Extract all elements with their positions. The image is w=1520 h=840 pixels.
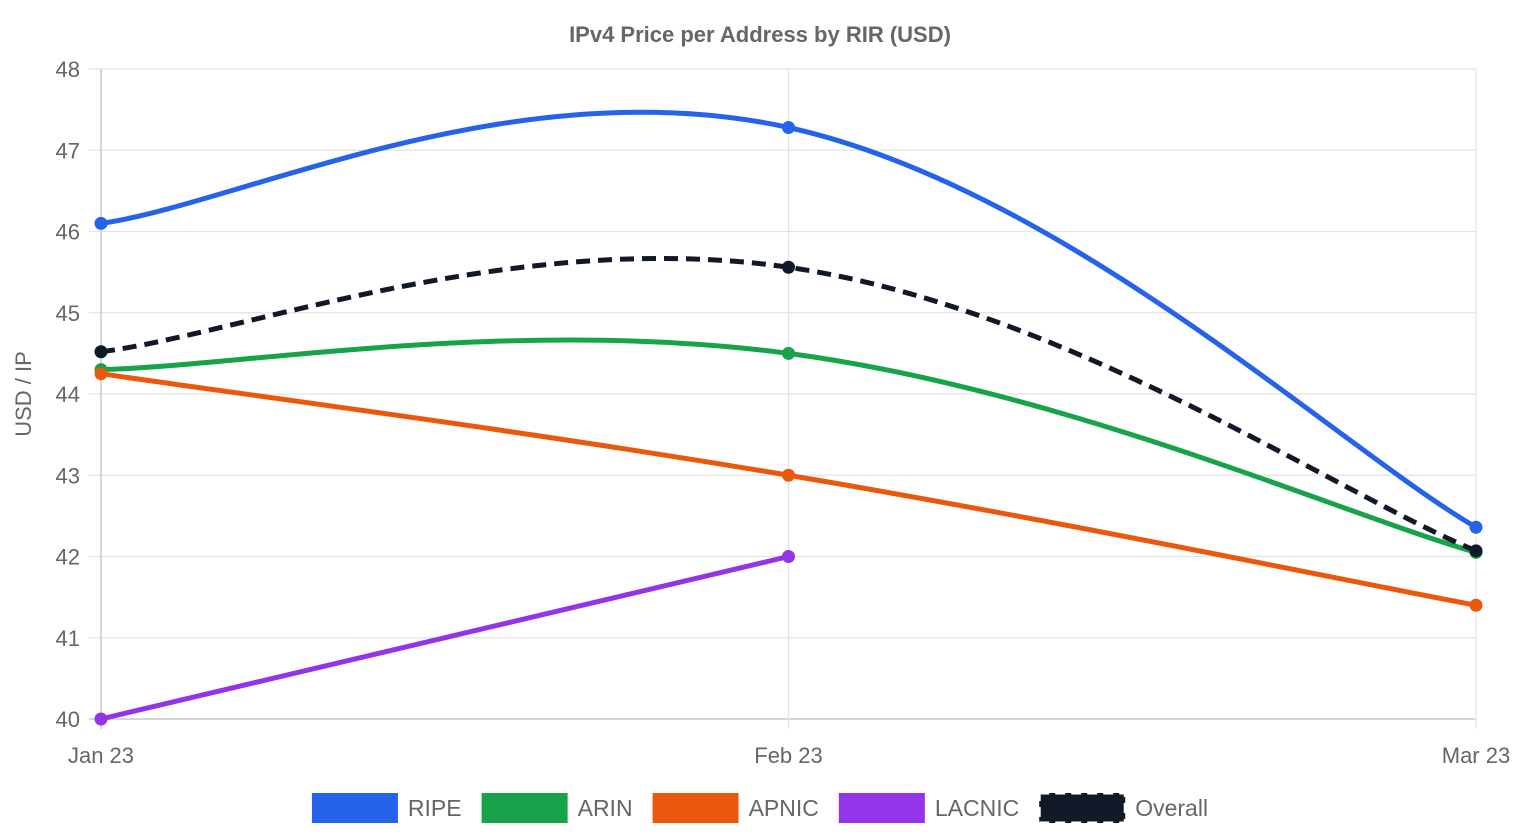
data-point-ripe	[94, 216, 108, 230]
series-lacnic	[94, 550, 795, 726]
data-point-apnic	[782, 468, 795, 482]
series-overall	[94, 255, 1483, 558]
y-tick-label: 48	[56, 57, 80, 82]
series-line-lacnic	[100, 554, 790, 722]
data-point-apnic	[94, 367, 108, 381]
data-point-overall	[1469, 544, 1483, 558]
legend-swatch-ripe	[311, 793, 398, 823]
data-point-ripe	[1469, 520, 1483, 534]
y-tick-label: 43	[56, 463, 80, 488]
data-point-arin	[782, 346, 795, 360]
y-tick-label: 40	[56, 707, 80, 732]
y-tick-label: 44	[56, 382, 80, 407]
legend-swatch-arin	[481, 793, 568, 823]
y-tick-label: 46	[56, 220, 80, 245]
data-point-overall	[94, 345, 108, 359]
legend-label-apnic: APNIC	[749, 795, 819, 821]
y-tick-label: 41	[56, 626, 80, 651]
legend-label-overall: Overall	[1135, 795, 1208, 821]
legend-item-apnic: APNIC	[652, 793, 819, 823]
legend-swatch-lacnic	[838, 793, 925, 823]
data-point-lacnic	[782, 550, 795, 563]
y-tick-label: 45	[56, 301, 80, 326]
chart-title: IPv4 Price per Address by RIR (USD)	[569, 22, 951, 47]
data-point-lacnic	[94, 712, 108, 726]
legend-label-lacnic: LACNIC	[935, 795, 1019, 821]
series-apnic	[94, 367, 1483, 612]
legend: RIPE ARIN APNIC LACNIC Overall	[311, 791, 1208, 825]
legend-swatch-overall	[1037, 791, 1127, 825]
y-axis-label: USD / IP	[11, 351, 36, 437]
legend-item-lacnic: LACNIC	[838, 793, 1019, 823]
legend-item-overall: Overall	[1037, 791, 1208, 825]
series-line-overall	[100, 255, 1477, 554]
legend-swatch-apnic	[652, 793, 739, 823]
grid	[89, 68, 1477, 729]
x-tick-label: Jan 23	[68, 743, 134, 768]
legend-item-ripe: RIPE	[311, 793, 462, 823]
legend-label-arin: ARIN	[578, 795, 633, 821]
data-point-ripe	[782, 121, 795, 134]
y-tick-label: 47	[56, 138, 80, 163]
y-tick-label: 42	[56, 545, 80, 570]
data-point-apnic	[1469, 598, 1483, 612]
legend-label-ripe: RIPE	[408, 795, 462, 821]
x-tick-label: Mar 23	[1442, 743, 1510, 768]
series	[94, 109, 1483, 726]
data-point-overall	[782, 260, 795, 274]
x-tick-label: Feb 23	[754, 743, 823, 768]
legend-item-arin: ARIN	[481, 793, 633, 823]
series-ripe	[94, 109, 1483, 534]
axis-ticks: 40 41 42 43 44 45 46 47 48 Jan 23 Feb 23 Mar 23	[56, 57, 1511, 768]
